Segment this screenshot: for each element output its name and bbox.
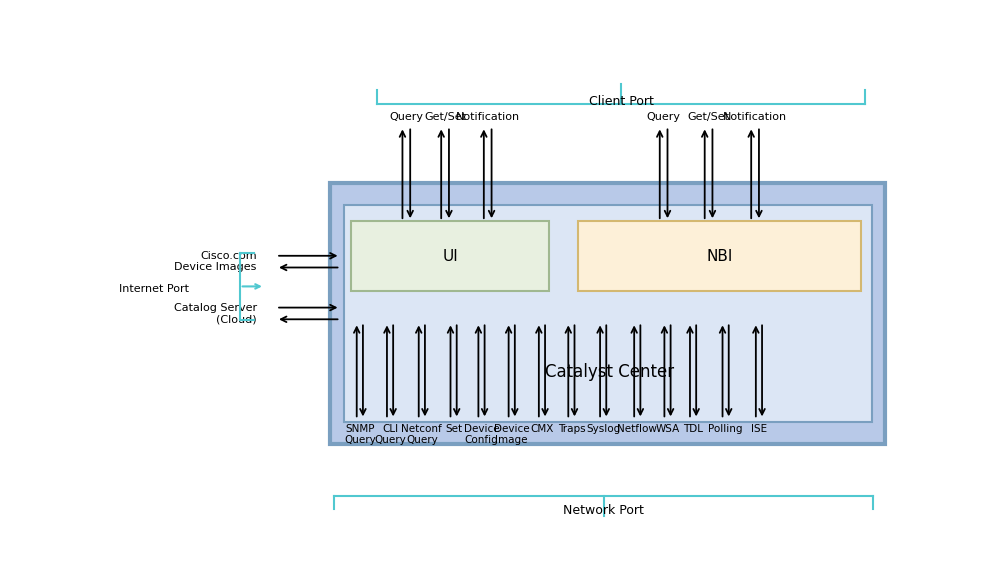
FancyBboxPatch shape	[330, 183, 885, 444]
Text: Query: Query	[389, 112, 423, 122]
Text: Syslog: Syslog	[586, 424, 620, 434]
Text: WSA: WSA	[655, 424, 680, 434]
Text: Network Port: Network Port	[563, 504, 644, 517]
Text: TDL: TDL	[683, 424, 703, 434]
Text: Device
Config: Device Config	[464, 424, 499, 445]
Text: Client Port: Client Port	[589, 95, 653, 108]
Text: Set: Set	[445, 424, 462, 434]
FancyBboxPatch shape	[344, 205, 872, 422]
Text: UI: UI	[442, 249, 458, 263]
Text: Polling: Polling	[708, 424, 743, 434]
Text: SNMP
Query: SNMP Query	[344, 424, 376, 445]
Text: CMX: CMX	[530, 424, 554, 434]
Text: Device
Image: Device Image	[494, 424, 530, 445]
Text: Get/Set: Get/Set	[424, 112, 466, 122]
Text: Cisco.com
Device Images: Cisco.com Device Images	[174, 251, 257, 273]
Text: ISE: ISE	[751, 424, 767, 434]
FancyBboxPatch shape	[578, 221, 861, 291]
Text: Notification: Notification	[723, 112, 787, 122]
FancyBboxPatch shape	[351, 221, 549, 291]
Text: Query: Query	[647, 112, 681, 122]
Text: Get/Set: Get/Set	[688, 112, 730, 122]
Text: Netconf
Query: Netconf Query	[401, 424, 442, 445]
Text: Internet Port: Internet Port	[119, 284, 189, 294]
Text: Catalyst Center: Catalyst Center	[545, 363, 674, 381]
Text: NBI: NBI	[707, 249, 733, 263]
Text: Netflow: Netflow	[617, 424, 657, 434]
Text: Notification: Notification	[456, 112, 520, 122]
Text: Traps: Traps	[558, 424, 585, 434]
Text: CLI
Query: CLI Query	[374, 424, 406, 445]
Text: Catalog Server
(Cloud): Catalog Server (Cloud)	[174, 302, 257, 324]
